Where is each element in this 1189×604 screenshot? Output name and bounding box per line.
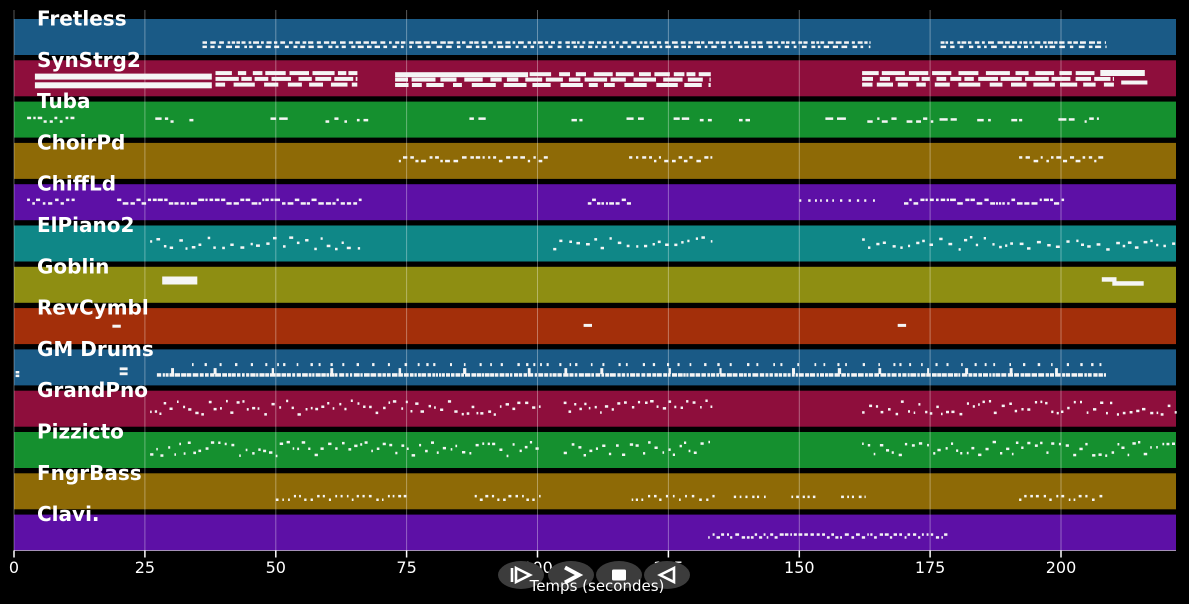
track-lane-revcymbl [14, 308, 1176, 345]
track-notes-pizzicto [150, 440, 1175, 458]
fast-forward-button[interactable] [548, 561, 594, 589]
track-lane-choirpd [14, 142, 1176, 179]
track-notes-grandpno [150, 399, 1177, 416]
track-lane-clavi [14, 514, 1176, 551]
track-label: Clavi. [37, 502, 100, 526]
track-lane-tuba [14, 101, 1176, 138]
track-notes-clavi [708, 533, 948, 539]
track-lane-fngrbass [14, 473, 1176, 510]
play-icon [510, 565, 533, 585]
tick-label: 50 [266, 558, 286, 577]
track-notes-synstrg2 [34, 70, 1148, 89]
track-label: GrandPno [37, 378, 148, 402]
tick-label: 25 [135, 558, 155, 577]
tick-label: 0 [9, 558, 19, 577]
track-lane-gm-drums [14, 349, 1176, 386]
track-label: GM Drums [37, 337, 154, 361]
track-lanes [14, 19, 1176, 551]
tick-label: 150 [784, 558, 815, 577]
track-lane-pizzicto [14, 432, 1176, 468]
track-lane-chiffld [14, 184, 1176, 221]
track-notes-revcymbl [112, 323, 907, 328]
track-label: ChiffLd [37, 172, 116, 196]
track-notes-gm-drums [15, 363, 1106, 378]
track-notes-chiffld [27, 198, 1065, 205]
tick-label: 75 [396, 558, 416, 577]
tick-label: 175 [915, 558, 946, 577]
track-label: Fretless [37, 7, 127, 31]
track-labels: Fretless SynStrg2 Tuba ChoirPd ChiffLd ElPian… [37, 7, 154, 527]
track-notes-choirpd [398, 156, 1104, 163]
track-label: SynStrg2 [37, 48, 141, 72]
gridlines [13, 10, 1062, 551]
track-notes-elpiano2 [150, 236, 1176, 251]
track-notes-tuba [27, 116, 1099, 123]
track-label: Pizzicto [37, 420, 124, 444]
rewind-icon [657, 565, 676, 585]
track-lane-fretless [14, 19, 1176, 55]
track-label: RevCymbl [37, 296, 149, 320]
track-notes-goblin [162, 276, 1144, 286]
play-button[interactable] [498, 561, 544, 589]
track-notes-fngrbass [275, 494, 1103, 501]
track-lane-grandpno [14, 390, 1176, 427]
track-lane-elpiano2 [14, 225, 1176, 262]
track-lane-goblin [14, 266, 1176, 303]
tick-label: 200 [1046, 558, 1077, 577]
track-label: ChoirPd [37, 130, 125, 154]
rewind-button[interactable] [644, 561, 690, 589]
track-label: FngrBass [37, 461, 142, 485]
track-notes-fretless [202, 41, 1107, 49]
track-label: Goblin [37, 254, 109, 278]
stop-icon [612, 569, 626, 581]
fast-forward-icon [564, 565, 584, 585]
track-label: Tuba [37, 89, 91, 113]
stop-button[interactable] [596, 561, 642, 589]
track-label: ElPiano2 [37, 213, 134, 237]
